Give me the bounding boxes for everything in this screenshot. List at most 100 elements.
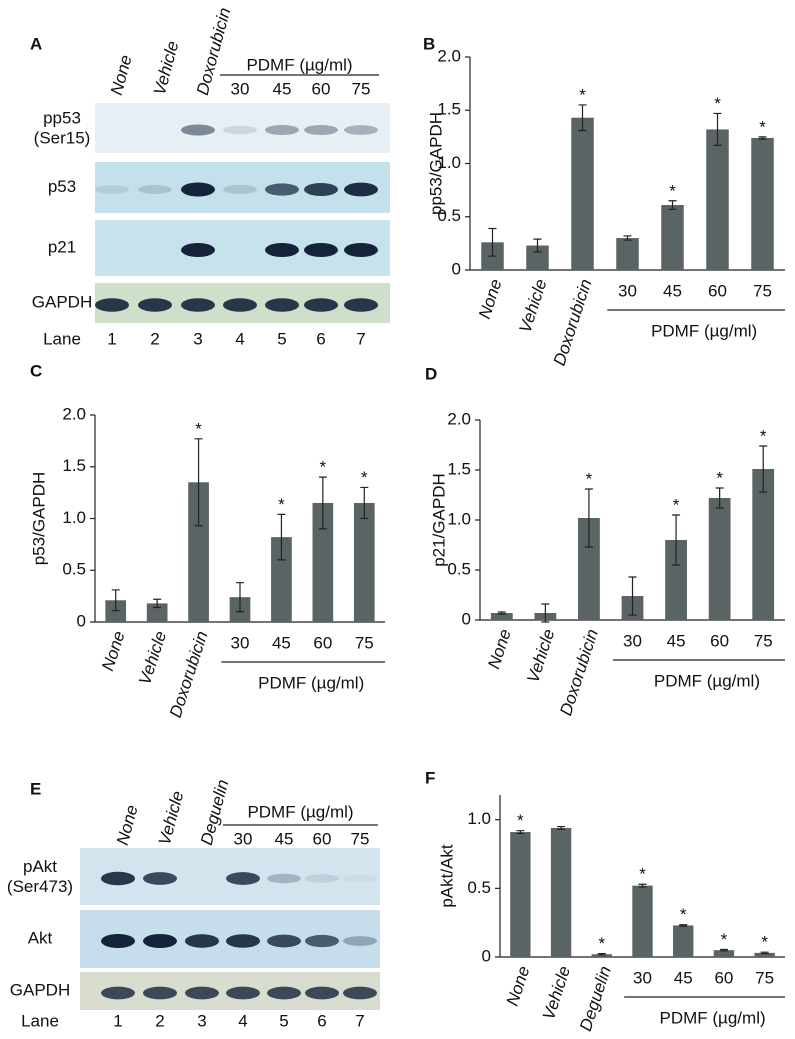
x-tick-label: 75: [755, 968, 774, 987]
dose-label: 75: [351, 829, 370, 848]
blot-band: [344, 298, 378, 312]
y-tick-label: 2.0: [447, 409, 471, 428]
blot-band: [304, 243, 338, 257]
blot-band: [185, 934, 219, 948]
bar: [752, 469, 775, 620]
panel-label: B: [423, 34, 435, 53]
error-bar: [277, 513, 286, 561]
y-tick-label: 1.0: [62, 508, 86, 527]
blot-band: [265, 298, 299, 312]
error-bar: [111, 589, 120, 612]
x-tick-label: 45: [674, 968, 693, 987]
error-bar: [236, 582, 244, 613]
dose-label: 45: [275, 829, 294, 848]
dose-label: 30: [231, 79, 250, 98]
blot-band: [101, 986, 135, 1000]
significance-mark: *: [586, 469, 593, 488]
bar: [632, 885, 653, 957]
bar: [751, 137, 774, 270]
x-tick-label: Vehicle: [539, 964, 574, 1022]
blot-band: [138, 185, 172, 194]
error-bar: [628, 576, 637, 616]
treatment-label: Doxorubicin: [193, 6, 235, 98]
y-tick-label: 1.0: [437, 153, 461, 172]
row-label: pp53: [43, 108, 81, 127]
y-tick-label: 0: [462, 609, 471, 628]
bar: [713, 950, 735, 957]
blot-band: [344, 182, 378, 197]
x-tick-label: None: [98, 629, 129, 674]
blot-band: [95, 185, 129, 194]
bar: [754, 952, 775, 957]
significance-mark: *: [680, 905, 687, 924]
x-tick-label: Doxorubicin: [166, 629, 212, 720]
x-tick-label: 60: [710, 631, 729, 650]
panel-label: A: [30, 34, 42, 53]
error-bar: [578, 104, 587, 132]
error-bar: [760, 951, 769, 955]
row-label: Akt: [28, 928, 53, 947]
lane-number: 4: [238, 1011, 247, 1030]
significance-mark: *: [761, 933, 768, 952]
error-bar: [759, 445, 768, 493]
blot-band: [304, 124, 338, 136]
x-tick-label: Doxorubicin: [556, 627, 602, 718]
x-tick-label: 30: [633, 968, 652, 987]
blot-band: [181, 182, 215, 197]
lane-number: 7: [355, 1011, 364, 1030]
x-tick-label: 45: [272, 633, 291, 652]
x-tick-label: 30: [618, 281, 637, 300]
error-bar: [713, 112, 722, 146]
panel-label: C: [30, 361, 42, 380]
blot-band: [95, 298, 129, 312]
error-bar: [497, 611, 506, 615]
blot-band: [223, 298, 257, 312]
group-label: PDMF (µg/ml): [258, 673, 364, 692]
significance-mark: *: [278, 495, 285, 514]
blot-band: [101, 871, 135, 886]
row-label: pAkt: [23, 857, 57, 876]
lane-title: Lane: [43, 329, 81, 348]
significance-mark: *: [579, 85, 586, 104]
error-bar: [597, 952, 606, 956]
blot-band: [265, 124, 299, 136]
x-tick-label: Vehicle: [135, 629, 170, 687]
y-tick-label: 0.5: [467, 878, 491, 897]
x-tick-label: 60: [313, 633, 332, 652]
x-tick-label: 30: [623, 631, 642, 650]
error-bar: [488, 227, 497, 257]
x-tick-label: None: [503, 964, 534, 1009]
lane-number: 3: [197, 1011, 206, 1030]
row-label: p21: [48, 237, 76, 256]
bar: [616, 238, 639, 270]
blot-band: [226, 872, 260, 885]
significance-mark: *: [598, 934, 605, 953]
y-tick-label: 1.5: [447, 459, 471, 478]
y-tick-label: 0: [77, 611, 86, 630]
dose-label: 60: [312, 79, 331, 98]
lane-number: 7: [356, 329, 365, 348]
x-tick-label: 30: [231, 633, 250, 652]
error-bar: [668, 200, 677, 210]
error-bar: [318, 476, 327, 530]
bar: [510, 832, 531, 957]
x-tick-label: None: [475, 277, 506, 322]
group-label: PDMF (µg/ml): [651, 321, 757, 340]
bar: [591, 954, 612, 957]
blot-band: [185, 986, 219, 1000]
bar: [146, 603, 168, 622]
bar: [661, 205, 684, 270]
blot-band: [143, 986, 177, 1000]
blot-band: [181, 124, 215, 136]
error-bar: [715, 487, 724, 509]
error-bar: [153, 598, 162, 609]
blot-band: [223, 125, 257, 135]
x-tick-label: 60: [708, 281, 727, 300]
lane-number: 6: [317, 1011, 326, 1030]
bar: [271, 537, 292, 622]
y-tick-label: 1.0: [447, 509, 471, 528]
error-bar: [584, 488, 593, 548]
x-tick-label: Vehicle: [523, 627, 558, 685]
error-bar: [672, 514, 681, 566]
